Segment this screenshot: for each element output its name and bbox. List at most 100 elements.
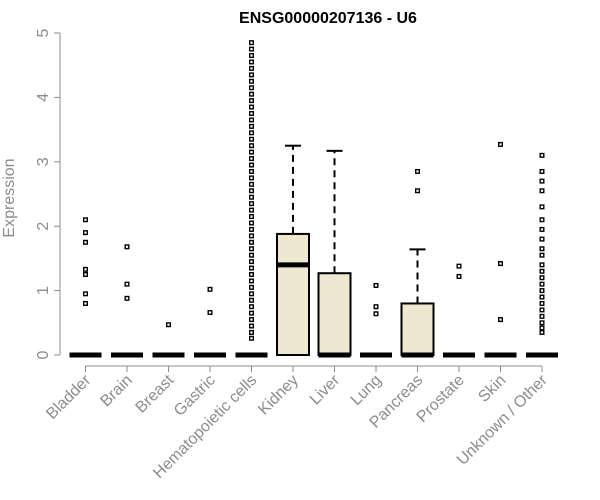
outlier-point — [248, 329, 254, 335]
outlier-point — [248, 317, 254, 323]
y-axis: 0 1 2 3 4 5 — [35, 28, 61, 359]
outlier-point — [82, 239, 88, 245]
outlier-point — [248, 117, 254, 123]
x-tick-label: Bladder — [43, 371, 94, 422]
outlier-point — [498, 141, 504, 147]
box-group — [194, 286, 226, 358]
y-tick-label: 2 — [35, 222, 52, 231]
outlier-point — [248, 259, 254, 265]
outlier-point — [539, 236, 545, 242]
outlier-point — [248, 53, 254, 59]
outlier-point — [248, 194, 254, 200]
outlier-point — [248, 123, 254, 129]
outlier-point — [539, 281, 545, 287]
outlier-point — [539, 204, 545, 210]
outlier-point — [498, 317, 504, 323]
outlier-point — [248, 323, 254, 329]
outlier-point — [124, 281, 130, 287]
box — [400, 302, 435, 357]
box-group — [152, 322, 185, 358]
box-group — [400, 168, 435, 358]
outlier-point — [248, 284, 254, 290]
box-group — [69, 217, 102, 358]
outlier-point — [248, 310, 254, 316]
outlier-point — [539, 294, 545, 300]
outlier-point — [248, 143, 254, 149]
outlier-point — [82, 300, 88, 306]
outlier-point — [248, 214, 254, 220]
outlier-point — [82, 272, 88, 278]
outlier-point — [207, 309, 213, 315]
box-group — [111, 244, 143, 358]
outlier-point — [539, 307, 545, 313]
outlier-point — [82, 217, 88, 223]
outlier-point — [248, 233, 254, 239]
box-group — [235, 40, 268, 358]
outlier-point — [248, 156, 254, 162]
x-tick-label: Lung — [348, 372, 385, 409]
outlier-point — [248, 91, 254, 97]
outlier-point — [539, 325, 545, 331]
outlier-point — [539, 268, 545, 274]
outlier-point — [248, 162, 254, 168]
box-group — [276, 144, 310, 356]
outlier-point — [539, 313, 545, 319]
outlier-point — [539, 329, 545, 335]
outlier-point — [415, 168, 421, 174]
outlier-point — [248, 104, 254, 110]
outlier-point — [248, 110, 254, 116]
outlier-point — [124, 295, 130, 301]
outlier-point — [248, 226, 254, 232]
outlier-point — [456, 263, 462, 269]
outlier-point — [373, 304, 379, 310]
plot-area — [69, 40, 558, 358]
outlier-point — [373, 282, 379, 288]
outlier-point — [248, 175, 254, 181]
outlier-point — [539, 288, 545, 294]
y-tick-label: 4 — [35, 93, 52, 102]
outlier-point — [539, 217, 545, 223]
outlier-point — [248, 130, 254, 136]
outlier-point — [415, 188, 421, 194]
outlier-point — [456, 273, 462, 279]
y-axis-label: Expression — [1, 158, 18, 237]
x-tick-label: Skin — [475, 372, 509, 406]
box-group — [443, 263, 475, 358]
outlier-point — [248, 297, 254, 303]
outlier-point — [248, 40, 254, 46]
y-tick-label: 5 — [35, 28, 52, 37]
outlier-point — [248, 207, 254, 213]
outlier-point — [248, 149, 254, 155]
box-group — [360, 282, 392, 358]
outlier-point — [248, 65, 254, 71]
outlier-point — [539, 152, 545, 158]
outlier-point — [124, 244, 130, 250]
outlier-point — [248, 272, 254, 278]
outlier-point — [248, 181, 254, 187]
outlier-point — [248, 335, 254, 341]
outlier-point — [539, 168, 545, 174]
outlier-point — [248, 252, 254, 258]
x-tick-label: Breast — [133, 371, 178, 416]
outlier-point — [539, 188, 545, 194]
outlier-point — [248, 201, 254, 207]
x-tick-label: Brain — [97, 372, 135, 410]
outlier-point — [248, 46, 254, 52]
outlier-point — [165, 322, 171, 328]
outlier-point — [248, 304, 254, 310]
outlier-point — [539, 226, 545, 232]
outlier-point — [82, 291, 88, 297]
outlier-point — [248, 239, 254, 245]
outlier-point — [248, 78, 254, 84]
x-tick-label: Kidney — [255, 372, 302, 419]
box-group — [317, 149, 352, 358]
outlier-point — [539, 178, 545, 184]
outlier-point — [539, 320, 545, 326]
outlier-point — [498, 261, 504, 267]
outlier-point — [248, 85, 254, 91]
outlier-point — [248, 220, 254, 226]
outlier-point — [248, 246, 254, 252]
